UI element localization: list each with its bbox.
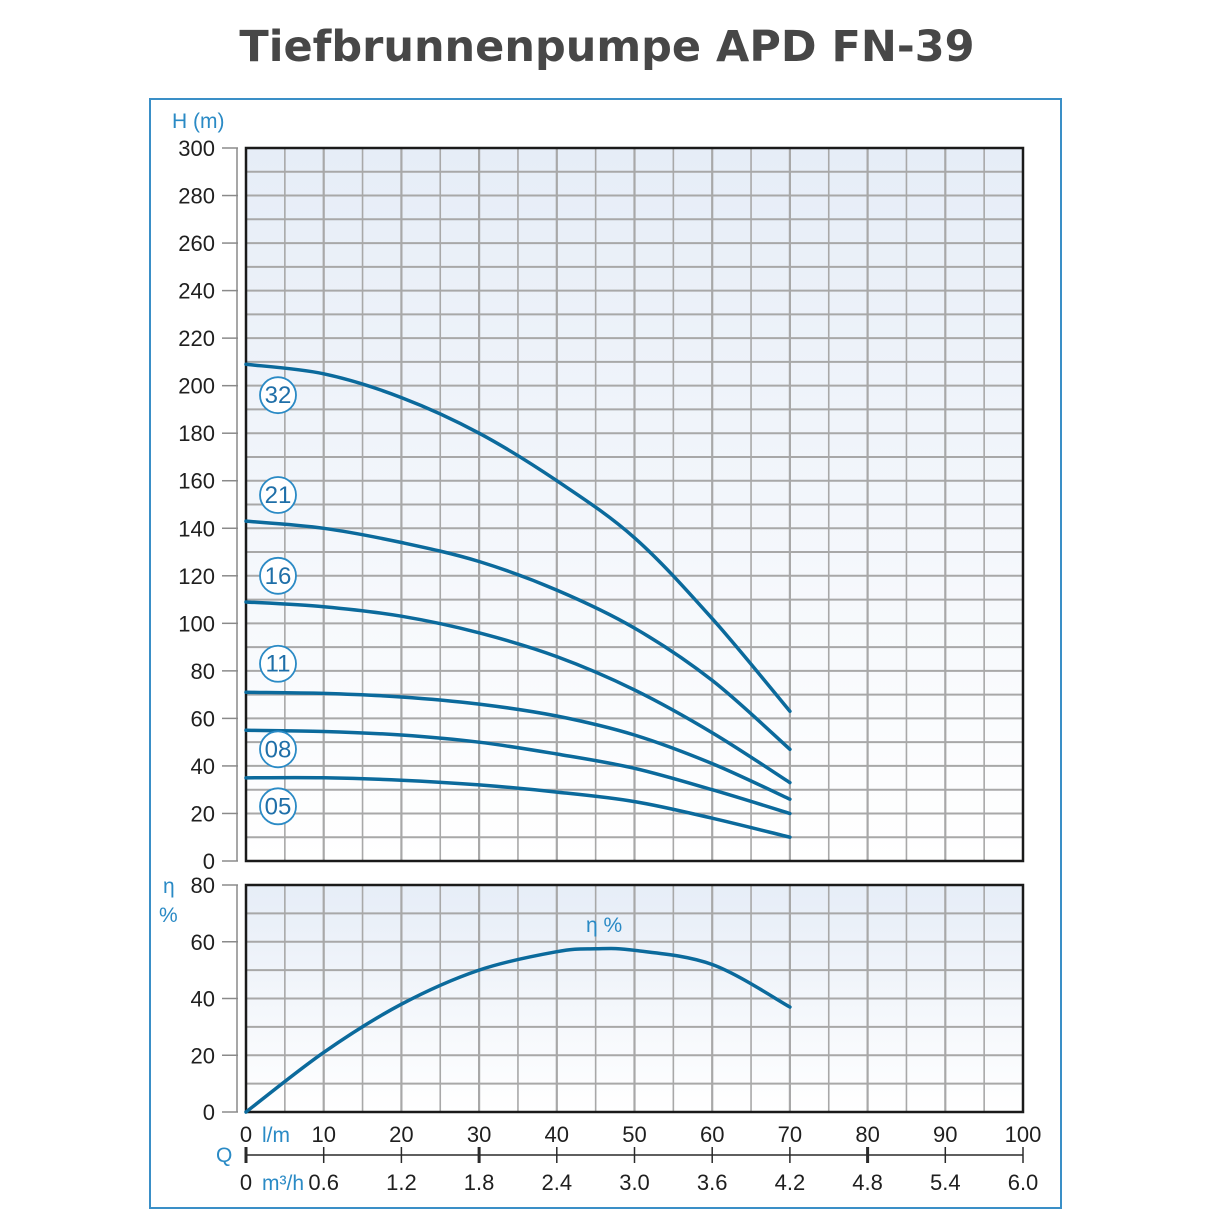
y-tick-label: 240 — [178, 279, 215, 304]
x-axis: 0 0 10 0.6 20 1.2 30 1.8 40 2.4 50 3.0 60 3.6 70 4.2 80 4… — [240, 1122, 1041, 1195]
y-tick-label: 140 — [178, 516, 215, 541]
curve-badge-label: 21 — [265, 482, 292, 509]
x-tick-label-lpm: 70 — [778, 1122, 802, 1147]
plot-border — [244, 146, 1025, 863]
efficiency-plot: 0 20 40 60 80 — [191, 873, 1025, 1125]
x-tick-label-m3h: 3.0 — [619, 1170, 650, 1195]
efficiency-axis-symbol: η — [163, 875, 175, 898]
x-tick-label-lpm: 90 — [933, 1122, 957, 1147]
curve-badge-label: 16 — [265, 563, 292, 590]
head-curve-32 — [244, 362, 792, 714]
y-tick-label: 20 — [191, 1043, 215, 1068]
curve-badge-circle — [259, 376, 297, 415]
y-tick-label: 60 — [191, 706, 215, 731]
curve-badge-16: 16 — [259, 556, 297, 595]
x-tick-label-lpm: 30 — [467, 1122, 491, 1147]
y-tick-label: 120 — [178, 564, 215, 589]
curve-badge-label: 05 — [265, 793, 292, 820]
head-axis-label: H (m) — [172, 110, 224, 133]
curve-badge-05: 05 — [259, 787, 297, 826]
x-tick-label-lpm: 20 — [389, 1122, 413, 1147]
x-tick-label-m3h: 2.4 — [542, 1170, 573, 1195]
y-tick-label: 40 — [191, 754, 215, 779]
x-tick-label-lpm: 80 — [855, 1122, 879, 1147]
efficiency-axis-unit: % — [159, 904, 178, 927]
y-tick-label: 160 — [178, 469, 215, 494]
curve-badge-21: 21 — [259, 476, 297, 514]
curve-badge-label: 08 — [265, 736, 292, 763]
head-plot: 0 20 40 60 80 100 120 140 160 180 200 220 240 260 280 3… — [178, 136, 1025, 874]
y-tick-label: 20 — [191, 801, 215, 826]
x-tick-label-m3h: 0.6 — [308, 1170, 339, 1195]
x-tick-label-m3h: 4.8 — [852, 1170, 883, 1195]
curve-badge-circle — [259, 476, 297, 514]
y-tick-label: 260 — [178, 231, 215, 256]
chart-title: Tiefbrunnenpumpe APD FN-39 — [239, 22, 975, 72]
axis-labels: H (m) η % Q l/m m³/h η % — [159, 110, 622, 1195]
curve-badge-label: 11 — [266, 651, 291, 678]
x-tick-label-m3h: 4.2 — [775, 1170, 806, 1195]
head-curve-16 — [244, 600, 792, 785]
y-tick-label: 80 — [191, 873, 215, 898]
x-tick-label-m3h: 5.4 — [930, 1170, 961, 1195]
curve-badge-circle — [259, 787, 297, 826]
x-tick-label-lpm: 0 — [240, 1122, 252, 1147]
head-curve-05 — [244, 775, 792, 839]
lpm-unit-label: l/m — [262, 1124, 290, 1147]
y-tick-label: 280 — [178, 184, 215, 209]
x-tick-label-lpm: 60 — [700, 1122, 724, 1147]
y-tick-label: 60 — [191, 930, 215, 955]
y-tick-label: 180 — [178, 421, 215, 446]
x-tick-label-m3h: 1.8 — [464, 1170, 495, 1195]
flow-axis-label: Q — [216, 1144, 232, 1167]
head-curve-11 — [244, 690, 792, 801]
curve-badge-circle — [259, 644, 297, 683]
x-tick-label-m3h: 3.6 — [697, 1170, 728, 1195]
efficiency-curve-label: η % — [586, 914, 622, 937]
curve-badge-08: 08 — [259, 730, 297, 769]
x-tick-label-lpm: 40 — [545, 1122, 569, 1147]
efficiency-curve — [244, 946, 792, 1114]
x-tick-label-m3h: 6.0 — [1008, 1170, 1039, 1195]
curve-badge-circle — [259, 730, 297, 769]
curve-badge-11: 11 — [259, 644, 297, 683]
y-tick-label: 200 — [178, 374, 215, 399]
chart-frame — [149, 98, 1062, 1209]
x-tick-label-lpm: 10 — [311, 1122, 335, 1147]
head-curve-08 — [244, 728, 792, 816]
x-tick-label-m3h: 1.2 — [386, 1170, 417, 1195]
curve-badge-32: 32 — [259, 376, 297, 415]
head-curve-21 — [244, 519, 792, 752]
y-tick-label: 0 — [203, 1100, 215, 1125]
y-tick-label: 80 — [191, 659, 215, 684]
x-tick-label-lpm: 100 — [1005, 1122, 1042, 1147]
curve-badge-circle — [259, 556, 297, 595]
curve-badge-label: 32 — [265, 382, 292, 409]
x-tick-label-m3h: 0 — [240, 1170, 252, 1195]
y-tick-label: 0 — [203, 849, 215, 874]
y-tick-label: 220 — [178, 326, 215, 351]
plot-border — [244, 883, 1025, 1114]
x-tick-label-lpm: 50 — [622, 1122, 646, 1147]
y-tick-label: 300 — [178, 136, 215, 161]
y-tick-label: 100 — [178, 611, 215, 636]
y-tick-label: 40 — [191, 987, 215, 1012]
m3h-unit-label: m³/h — [262, 1172, 304, 1195]
